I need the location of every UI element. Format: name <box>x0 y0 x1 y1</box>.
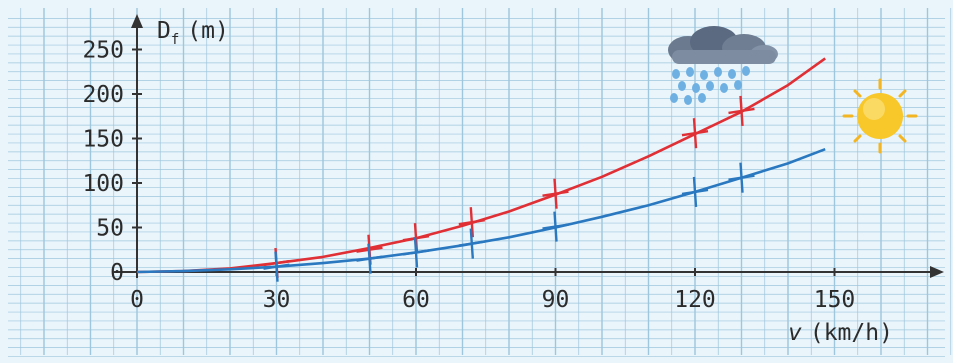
x-tick-label: 150 <box>814 287 856 313</box>
data-point-bar-v <box>692 118 698 149</box>
y-tick-label: 50 <box>96 216 124 242</box>
data-point-cross <box>681 118 709 149</box>
x-axis-title-var: v <box>788 320 802 346</box>
data-point-cross <box>542 211 569 242</box>
data-point-cross <box>458 228 485 259</box>
series-dry <box>136 147 826 282</box>
y-axis-title-unit: (m) <box>187 18 229 44</box>
data-point-bar-v <box>469 228 474 259</box>
series-line <box>136 147 826 274</box>
x-tick-label: 0 <box>130 287 144 313</box>
data-point-bar-v <box>739 95 744 126</box>
grid <box>8 8 952 357</box>
data-point-cross <box>681 176 709 207</box>
data-point-bar-v <box>553 178 558 209</box>
data-point-cross <box>542 178 569 209</box>
x-tick-label: 120 <box>674 287 716 313</box>
y-axis-title: Df (m) <box>157 18 229 48</box>
data-point-cross <box>728 95 755 126</box>
data-point-cross <box>728 162 755 193</box>
data-point-cross <box>402 237 430 268</box>
y-tick-label: 150 <box>82 127 124 153</box>
data-point-bar-v <box>739 162 744 193</box>
data-point-bar-v <box>367 243 372 274</box>
axes <box>113 14 944 278</box>
sun-icon <box>842 78 918 154</box>
data-point-cross <box>458 207 485 238</box>
series-line <box>136 57 826 274</box>
y-tick-label: 100 <box>82 171 124 197</box>
y-tick-label: 200 <box>82 82 124 108</box>
data-point-bar-v <box>274 251 279 282</box>
x-axis-arrow <box>930 266 944 278</box>
x-axis-title-unit: (km/h) <box>810 320 893 346</box>
data-point-bar-v <box>553 211 558 242</box>
y-tick-label: 250 <box>82 38 124 64</box>
y-tick-label: 0 <box>110 260 124 286</box>
x-tick-label: 90 <box>542 287 570 313</box>
x-tick-label: 30 <box>263 287 291 313</box>
series-group <box>136 57 826 282</box>
data-point-cross <box>356 243 383 274</box>
y-axis-title-sub: f <box>171 32 179 48</box>
y-axis-arrow <box>131 14 143 28</box>
y-axis-title-var: D <box>157 18 171 44</box>
data-point-bar-v <box>413 237 419 268</box>
data-point-cross <box>263 251 290 282</box>
data-point-bar-v <box>692 176 698 207</box>
x-tick-label: 60 <box>402 287 430 313</box>
x-axis-title: v (km/h) <box>788 320 893 346</box>
tick-labels: 0 30 60 90 120 150 0 50 100 150 200 250 <box>82 38 855 314</box>
data-point-bar-v <box>469 207 474 238</box>
rain-cloud-icon <box>668 26 778 105</box>
